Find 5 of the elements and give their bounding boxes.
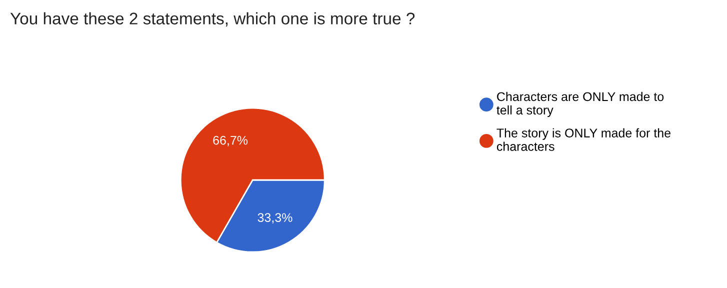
data-label: 66,7% bbox=[213, 136, 248, 146]
data-label: 33,3% bbox=[258, 213, 292, 224]
legend-label: Characters are ONLY made to tell a story bbox=[496, 92, 664, 118]
legend-label: The story is ONLY made for the characters bbox=[496, 128, 670, 151]
chart-title: You have these 2 statements, which one is more true ? bbox=[10, 12, 415, 26]
